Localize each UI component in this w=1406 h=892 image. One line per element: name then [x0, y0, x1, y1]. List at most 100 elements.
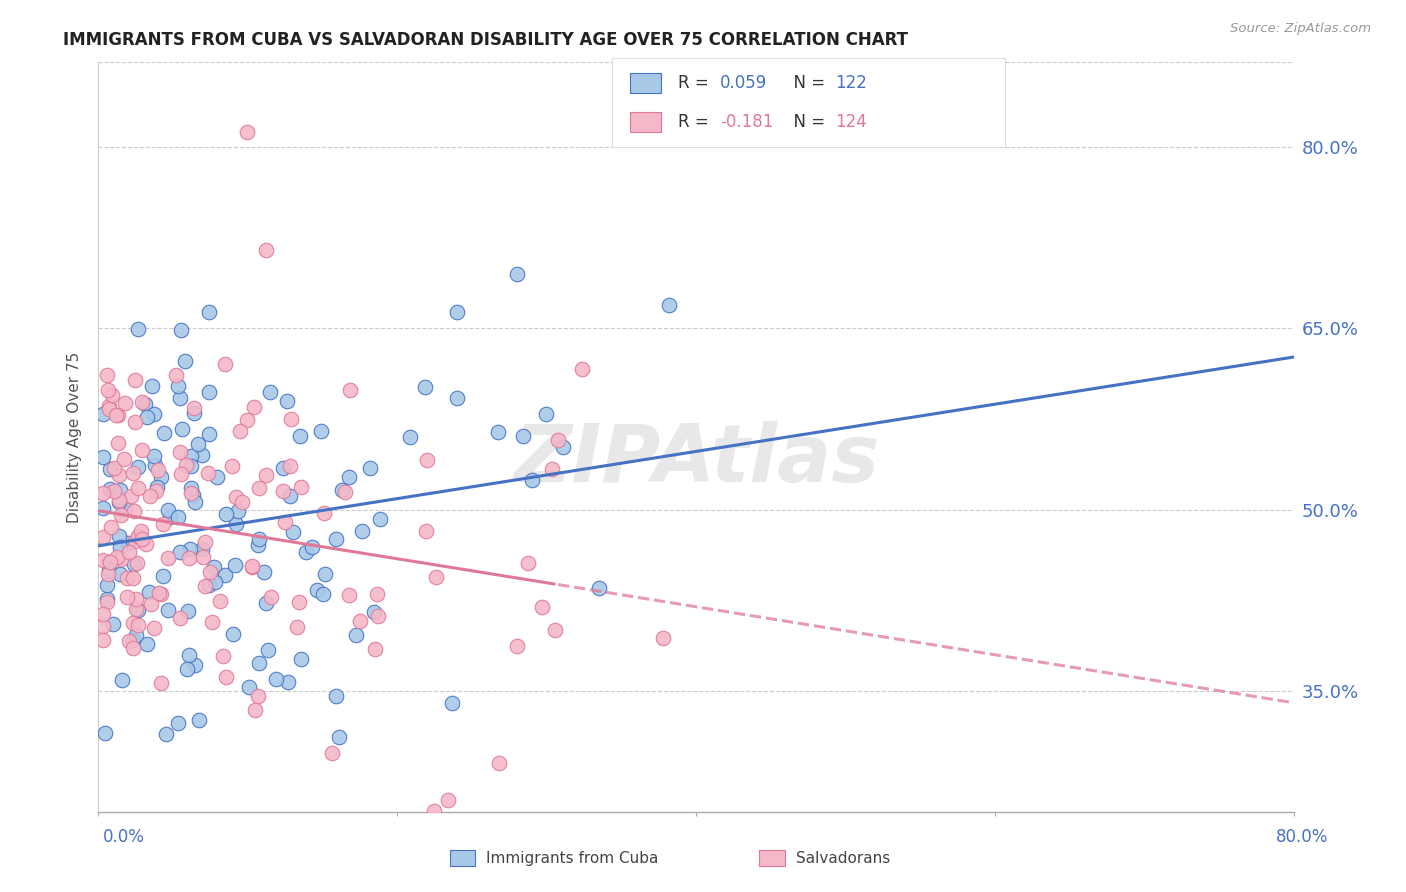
Point [141, 378, 163, 392]
Point [198, 305, 221, 319]
Point [100, 519, 122, 533]
Point [280, 411, 302, 425]
Point [247, 481, 270, 495]
Point [198, 578, 221, 592]
Point [127, 322, 149, 336]
Point [280, 489, 302, 503]
Text: N =: N = [783, 113, 831, 131]
Point [91, 486, 114, 500]
Point [180, 450, 202, 464]
Point [125, 628, 148, 642]
Point [97, 562, 120, 576]
Point [105, 409, 128, 423]
Point [91, 530, 114, 544]
Point [202, 560, 225, 574]
Point [124, 557, 146, 571]
Point [278, 458, 301, 473]
Text: N =: N = [783, 74, 831, 92]
Point [247, 532, 270, 546]
Point [505, 267, 527, 281]
Point [281, 524, 304, 539]
Point [200, 615, 222, 629]
Point [221, 458, 243, 473]
Point [252, 565, 274, 579]
Point [198, 565, 221, 579]
Point [212, 649, 235, 664]
Text: 0.059: 0.059 [720, 74, 768, 92]
Point [91, 633, 114, 648]
Point [108, 493, 131, 508]
Point [135, 537, 157, 551]
Point [141, 597, 163, 611]
Point [571, 362, 593, 376]
Point [413, 380, 436, 394]
Point [115, 572, 138, 586]
Point [108, 467, 131, 482]
Point [240, 560, 263, 574]
Point [191, 542, 214, 557]
Point [129, 524, 152, 538]
Point [170, 323, 193, 337]
Point [148, 586, 170, 600]
Point [157, 550, 180, 565]
Point [127, 603, 149, 617]
Point [541, 462, 564, 476]
Point [325, 533, 347, 547]
Point [423, 804, 446, 818]
Point [169, 392, 191, 406]
Point [344, 628, 367, 642]
Point [209, 594, 232, 608]
Point [125, 592, 148, 607]
Point [359, 461, 381, 475]
Point [446, 392, 468, 406]
Point [96, 578, 118, 592]
Point [179, 551, 201, 566]
Point [101, 617, 124, 632]
Point [118, 634, 141, 648]
Point [108, 483, 131, 498]
Point [124, 534, 146, 549]
Point [121, 489, 143, 503]
Point [333, 485, 356, 500]
Point [127, 617, 149, 632]
Point [191, 448, 214, 462]
Point [135, 409, 157, 424]
Point [165, 368, 187, 382]
Point [194, 579, 217, 593]
Point [516, 556, 538, 570]
Point [238, 680, 260, 694]
Point [179, 542, 201, 557]
Point [368, 511, 391, 525]
Point [287, 620, 309, 634]
Point [156, 502, 179, 516]
Point [364, 642, 387, 657]
Point [488, 756, 510, 770]
Point [416, 452, 439, 467]
Point [131, 442, 153, 457]
Point [259, 384, 281, 399]
Text: Source: ZipAtlas.com: Source: ZipAtlas.com [1230, 22, 1371, 36]
Point [176, 458, 198, 472]
Point [135, 637, 157, 651]
Point [363, 606, 385, 620]
Point [131, 532, 153, 546]
Point [399, 430, 422, 444]
Point [159, 509, 181, 524]
Point [215, 507, 238, 521]
Point [544, 623, 567, 637]
Point [142, 407, 165, 421]
Text: 0.0%: 0.0% [103, 828, 145, 846]
Point [437, 793, 460, 807]
Point [117, 591, 139, 605]
Point [170, 422, 193, 436]
Point [103, 484, 125, 499]
Point [188, 713, 211, 727]
Point [198, 426, 221, 441]
Point [277, 675, 299, 690]
Point [520, 473, 543, 487]
Point [231, 495, 253, 509]
Point [254, 468, 277, 483]
Point [337, 470, 360, 484]
Point [512, 429, 534, 443]
Point [486, 425, 509, 440]
